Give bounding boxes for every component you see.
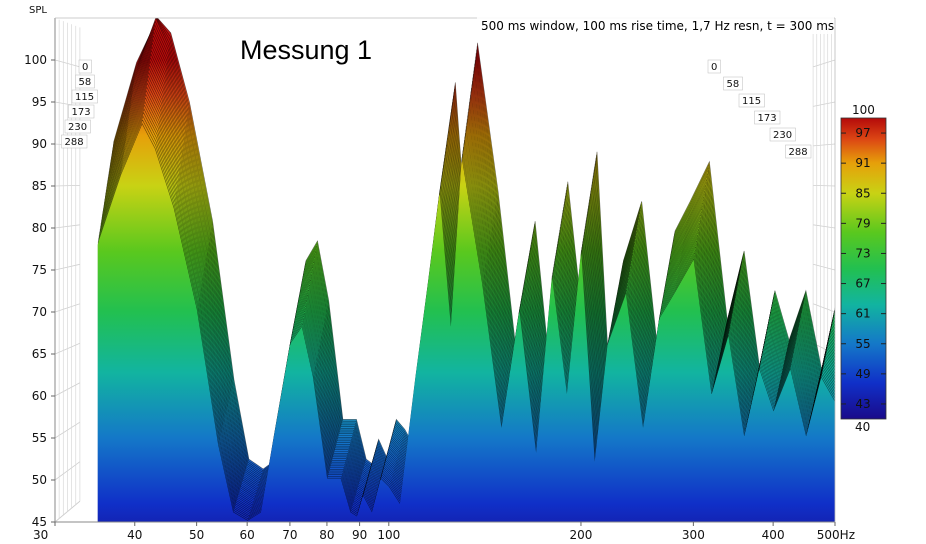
y-tick-label: 80 xyxy=(32,221,47,235)
colorbar-tick-label: 67 xyxy=(855,277,870,291)
y-tick-label: 50 xyxy=(32,473,47,487)
y-axis: 45 50 55 60 65 70 75 80 85 90 95 100 xyxy=(24,53,55,529)
x-tick-label: 400 xyxy=(762,528,785,542)
time-label: 230 xyxy=(773,130,792,141)
colorbar-tick-label: 43 xyxy=(855,397,870,411)
time-label: 115 xyxy=(742,96,761,107)
y-tick-label: 75 xyxy=(32,263,47,277)
time-label: 173 xyxy=(758,113,777,124)
x-tick-label: 30 xyxy=(33,528,48,542)
chart-title: Messung 1 xyxy=(240,35,372,65)
y-tick-label: 100 xyxy=(24,53,47,67)
time-label: 115 xyxy=(75,92,94,103)
time-label: 0 xyxy=(82,62,88,73)
x-tick-label: 80 xyxy=(319,528,334,542)
time-label: 173 xyxy=(72,107,91,118)
x-tick-label: 90 xyxy=(352,528,367,542)
y-tick-label: 55 xyxy=(32,431,47,445)
y-tick-label: 95 xyxy=(32,95,47,109)
x-tick-label: 100 xyxy=(377,528,400,542)
info-text: 500 ms window, 100 ms rise time, 1,7 Hz … xyxy=(481,19,834,33)
colorbar-max-label: 100 xyxy=(852,103,875,117)
time-label: 58 xyxy=(727,79,740,90)
time-label: 288 xyxy=(789,147,808,158)
x-tick-label: 50 xyxy=(189,528,204,542)
y-tick-label: 85 xyxy=(32,179,47,193)
colorbar-tick-label: 73 xyxy=(855,246,870,260)
colorbar-tick-label: 61 xyxy=(855,307,870,321)
colorbar-tick-label: 97 xyxy=(855,126,870,140)
y-tick-label: 90 xyxy=(32,137,47,151)
x-tick-label: 60 xyxy=(240,528,255,542)
x-tick-label: 200 xyxy=(570,528,593,542)
time-label: 0 xyxy=(711,62,717,73)
colorbar-tick-label: 49 xyxy=(855,367,870,381)
colorbar-tick-label: 85 xyxy=(855,186,870,200)
y-tick-label: 60 xyxy=(32,389,47,403)
colorbar: 100 40 97 91 85 79 73 67 61 55 49 43 xyxy=(840,103,887,434)
y-tick-label: 45 xyxy=(32,515,47,529)
y-tick-label: 70 xyxy=(32,305,47,319)
info-box xyxy=(477,16,834,34)
colorbar-min-label: 40 xyxy=(855,420,870,434)
time-label: 288 xyxy=(65,137,84,148)
colorbar-ramp xyxy=(840,117,887,420)
front-spectrum-area xyxy=(97,127,835,522)
colorbar-tick-label: 55 xyxy=(855,337,870,351)
colorbar-tick-label: 79 xyxy=(855,216,870,230)
colorbar-tick-label: 91 xyxy=(855,156,870,170)
x-axis: 30 40 50 60 70 80 90 100 200 300 400 500Hz xyxy=(33,522,855,542)
x-tick-label: 40 xyxy=(127,528,142,542)
x-tick-label: 70 xyxy=(282,528,297,542)
time-label: 58 xyxy=(79,77,92,88)
y-axis-label: SPL xyxy=(29,5,47,16)
y-tick-label: 65 xyxy=(32,347,47,361)
time-axis-left: 0 58 115 173 230 288 xyxy=(61,59,98,149)
time-label: 230 xyxy=(68,122,87,133)
x-tick-label: 300 xyxy=(682,528,705,542)
x-tick-label: 500Hz xyxy=(817,528,855,542)
